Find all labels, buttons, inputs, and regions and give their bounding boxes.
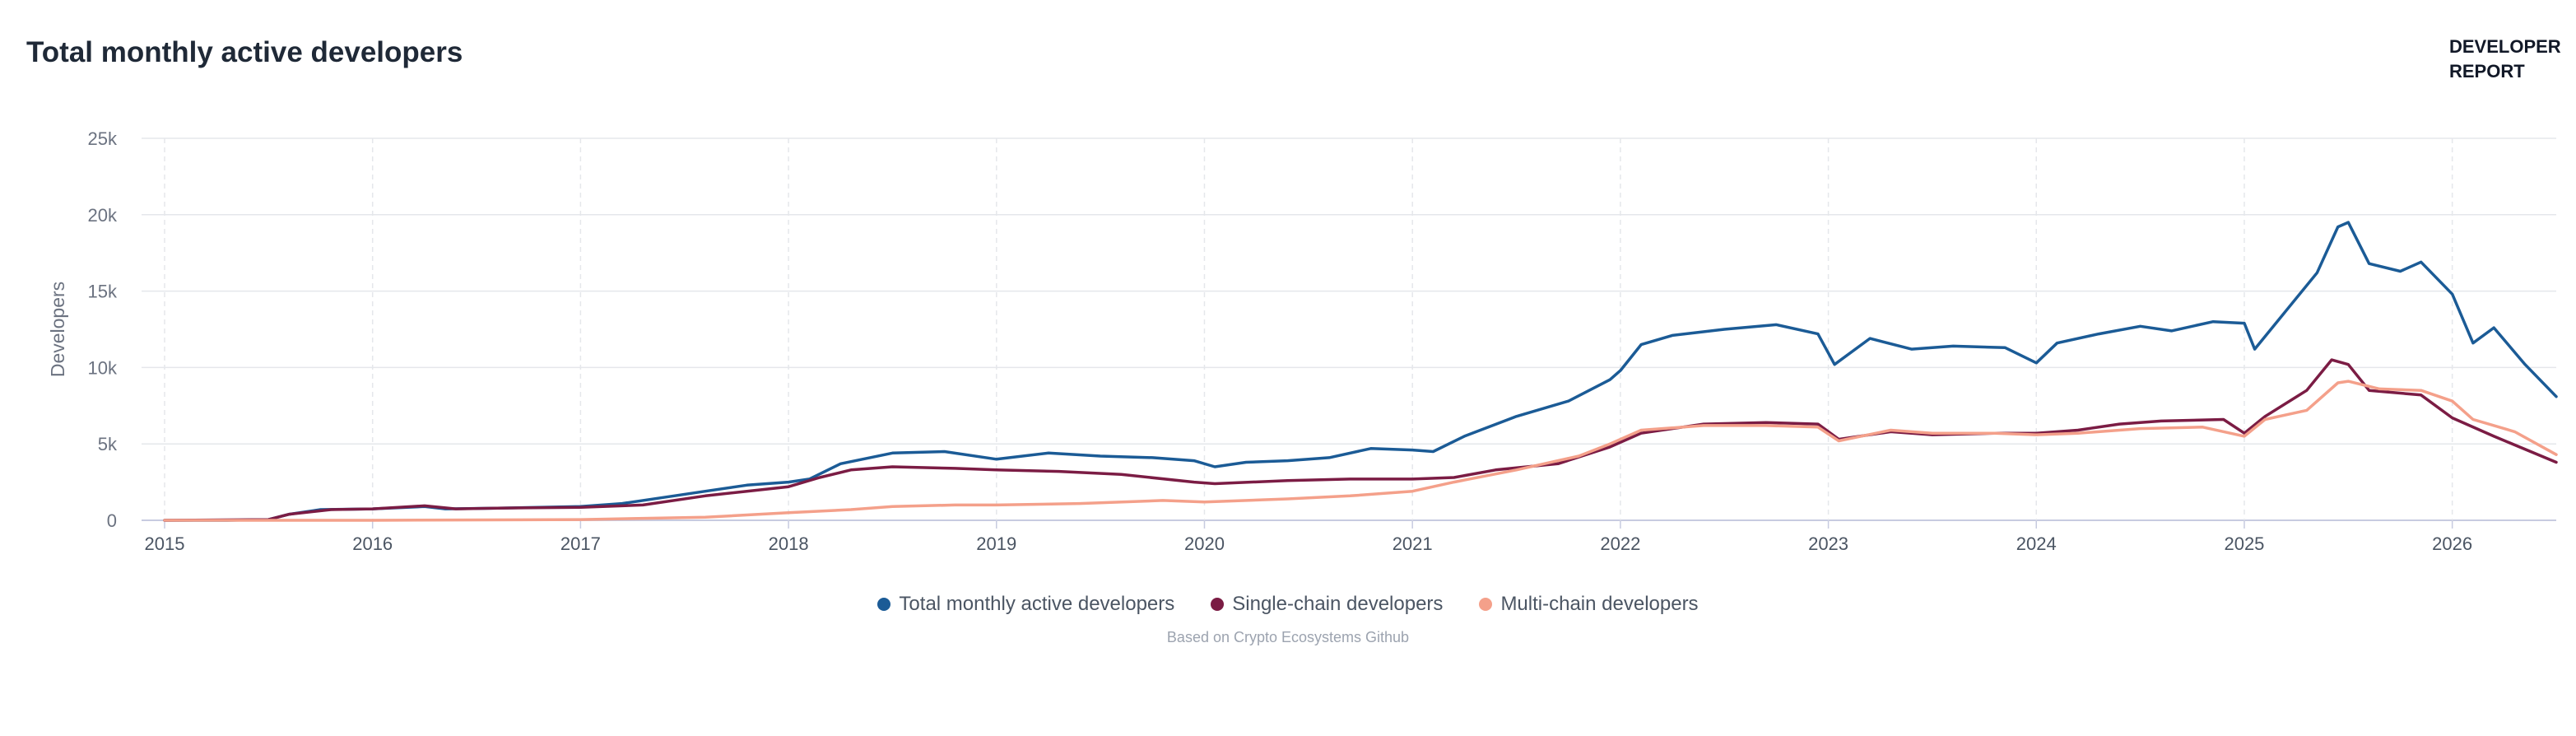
y-tick-label: 5k [98, 434, 118, 454]
y-tick-label: 20k [88, 205, 118, 226]
chart-title: Total monthly active developers [26, 36, 463, 68]
x-tick-label: 2018 [769, 533, 809, 554]
series-line-2 [163, 358, 2558, 522]
legend-label: Total monthly active developers [899, 593, 1175, 615]
line-chart: 0 5k 10k 15k 20k 25k 2015 2016 2017 2018 2019 2020 2… [47, 128, 2558, 554]
legend-item-2[interactable]: Single-chain developers [1211, 593, 1443, 616]
brand-line-1: DEVELOPER [2449, 36, 2561, 57]
legend-label: Multi-chain developers [1500, 593, 1699, 615]
x-tick-label: 2024 [2016, 533, 2057, 554]
x-tick-label: 2023 [1808, 533, 1848, 554]
axes: 0 5k 10k 15k 20k 25k 2015 2016 2017 2018 2019 2020 2… [88, 128, 2473, 554]
legend-dot-icon [1479, 598, 1493, 611]
brand-line-2: REPORT [2449, 61, 2525, 82]
x-tick-label: 2015 [145, 533, 185, 554]
source-note: Based on Crypto Ecosystems Github [1166, 629, 1410, 645]
series-line-1 [163, 221, 2558, 522]
series-line-3 [163, 380, 2558, 522]
x-tick-label: 2021 [1393, 533, 1433, 554]
y-tick-label: 15k [88, 282, 118, 302]
y-tick-label: 0 [107, 510, 117, 531]
legend-dot-icon [877, 598, 891, 611]
x-tick-label: 2019 [976, 533, 1016, 554]
legend-item-1[interactable]: Total monthly active developers [877, 593, 1174, 616]
y-tick-label: 25k [88, 128, 118, 149]
legend: Total monthly active developers Single-ch… [0, 593, 2576, 616]
legend-item-3[interactable]: Multi-chain developers [1479, 593, 1699, 616]
series-lines [163, 221, 2558, 522]
y-tick-label: 10k [88, 357, 118, 378]
x-tick-label: 2020 [1184, 533, 1225, 554]
x-tick-label: 2016 [352, 533, 393, 554]
x-tick-label: 2025 [2224, 533, 2264, 554]
legend-label: Single-chain developers [1232, 593, 1444, 615]
y-axis-label: Developers [47, 282, 68, 377]
x-tick-label: 2026 [2432, 533, 2472, 554]
x-tick-label: 2017 [560, 533, 601, 554]
brand-logo: DEVELOPER REPORT [2449, 35, 2561, 84]
x-tick-label: 2022 [1600, 533, 1640, 554]
grid [142, 137, 2556, 521]
legend-dot-icon [1211, 598, 1225, 611]
